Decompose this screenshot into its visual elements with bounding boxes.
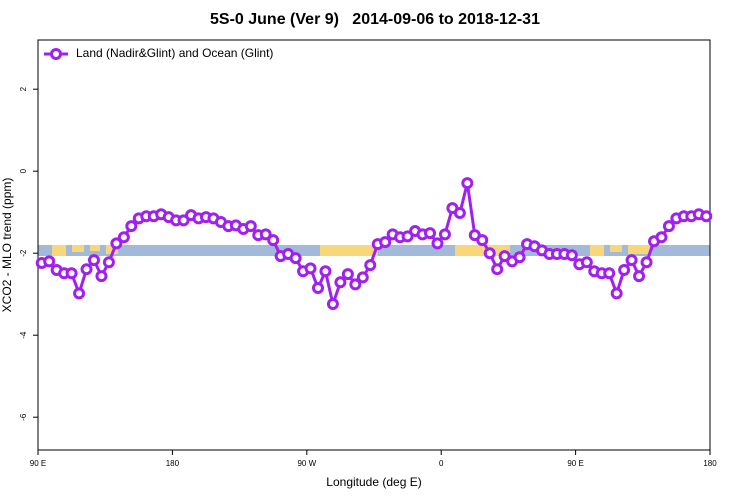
point [319,265,332,278]
point [461,177,474,190]
point [80,263,93,276]
point [431,237,444,250]
x-tick-label: 180 [703,459,717,468]
y-tick-label: -4 [19,331,28,339]
point [73,287,86,300]
x-tick-label: 90 E [30,459,46,468]
point [125,220,138,233]
point [259,228,272,241]
point [289,252,302,265]
legend-label: Land (Nadir&Glint) and Ocean (Glint) [76,46,273,60]
point [341,268,354,281]
x-tick-label: 90 E [567,459,583,468]
chart-title: 5S-0 June (Ver 9) 2014-09-06 to 2018-12-… [210,11,540,28]
point [326,298,339,311]
point [633,270,646,283]
point [513,251,526,264]
point [88,254,100,267]
point [625,254,638,267]
point [655,231,668,244]
point [379,236,392,249]
point [110,237,123,250]
point [580,256,593,269]
point [618,264,631,277]
y-tick-label: 0 [19,168,28,173]
point [65,267,78,280]
point [662,220,675,233]
point [364,259,377,272]
point [565,249,578,262]
point [453,207,466,220]
point [640,256,653,269]
point [424,227,436,240]
point [476,234,489,247]
point [304,262,317,275]
point [610,287,623,300]
y-tick-label: -2 [19,249,28,257]
point [700,210,713,223]
point [491,263,504,276]
point [401,230,414,243]
point [177,214,190,227]
y-tick-label: 2 [19,86,28,91]
point [244,220,257,233]
point [438,228,451,241]
point [356,271,369,284]
point [312,282,324,295]
x-tick-label: 0 [439,459,444,468]
point [117,231,130,244]
point [43,255,56,268]
point [349,278,362,291]
point [498,250,511,263]
y-axis-label: XCO2 - MLO trend (ppm) [0,178,14,313]
point [102,256,115,269]
y-tick-label: -6 [19,413,28,421]
x-tick-label: 180 [166,459,180,468]
point [95,270,108,283]
point [334,276,347,289]
x-axis-label: Longitude (deg E) [326,475,421,489]
x-tick-label: 90 W [297,459,316,468]
plot-frame [37,39,711,451]
point [483,247,496,260]
point [603,267,616,280]
legend-marker [50,48,62,60]
point [267,234,280,247]
